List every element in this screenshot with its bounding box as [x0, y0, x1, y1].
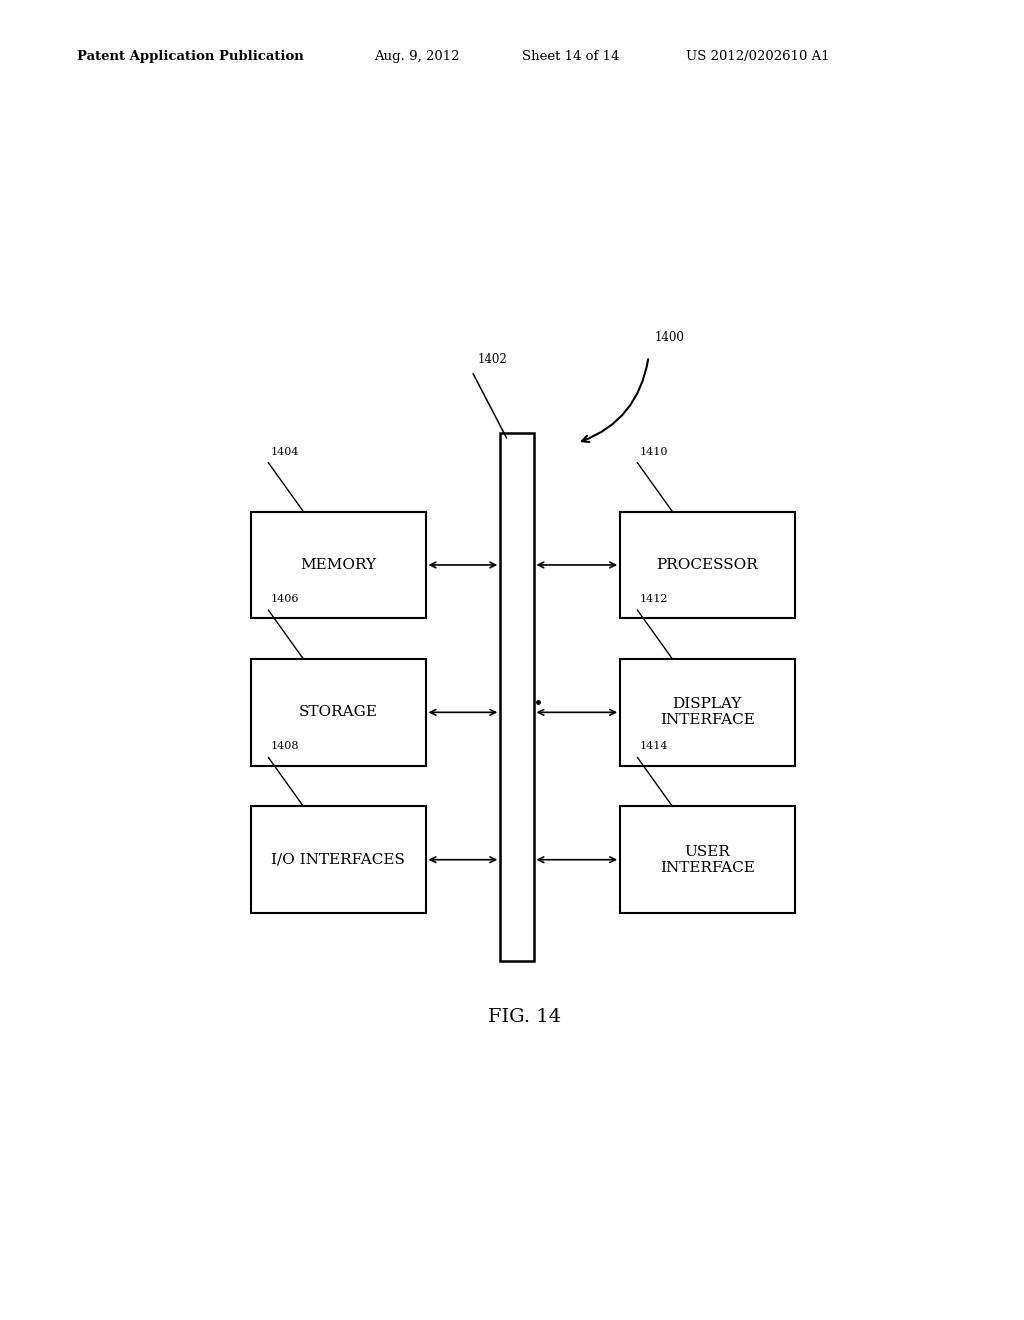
Text: MEMORY: MEMORY [300, 558, 376, 572]
Text: USER
INTERFACE: USER INTERFACE [659, 845, 755, 875]
Text: FIG. 14: FIG. 14 [488, 1008, 561, 1026]
Text: Sheet 14 of 14: Sheet 14 of 14 [522, 50, 620, 63]
Bar [620, 659, 795, 766]
Text: 1400: 1400 [655, 331, 685, 345]
Text: 1408: 1408 [270, 742, 299, 751]
Text: Aug. 9, 2012: Aug. 9, 2012 [374, 50, 459, 63]
Text: I/O INTERFACES: I/O INTERFACES [271, 853, 406, 867]
Bar [251, 807, 426, 913]
Bar [500, 433, 534, 961]
Text: 1414: 1414 [640, 742, 669, 751]
Bar [620, 807, 795, 913]
Text: STORAGE: STORAGE [299, 705, 378, 719]
Bar [620, 512, 795, 618]
Text: 1404: 1404 [270, 446, 299, 457]
Text: Patent Application Publication: Patent Application Publication [77, 50, 303, 63]
Text: US 2012/0202610 A1: US 2012/0202610 A1 [686, 50, 829, 63]
Bar [251, 659, 426, 766]
Text: 1412: 1412 [640, 594, 669, 605]
Text: PROCESSOR: PROCESSOR [656, 558, 758, 572]
Text: 1410: 1410 [640, 446, 669, 457]
Text: DISPLAY
INTERFACE: DISPLAY INTERFACE [659, 697, 755, 727]
Text: 1406: 1406 [270, 594, 299, 605]
Text: 1402: 1402 [477, 352, 507, 366]
Bar [251, 512, 426, 618]
